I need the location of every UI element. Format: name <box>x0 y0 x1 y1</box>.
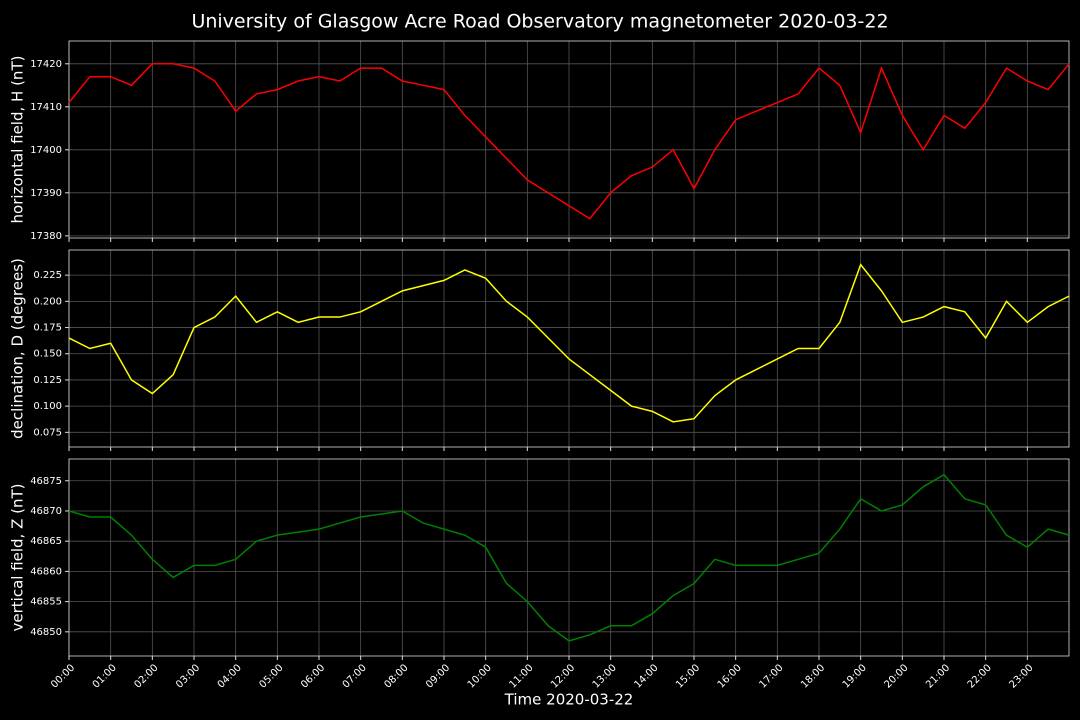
y-tick-label: 17420 <box>30 59 62 70</box>
y-tick-label: 0.225 <box>33 270 62 281</box>
x-tick-label: 06:00 <box>299 662 327 690</box>
x-tick-label: 16:00 <box>716 662 744 690</box>
x-tick-label: 00:00 <box>49 662 77 690</box>
x-tick-label: 17:00 <box>757 662 785 690</box>
plot-frame <box>68 40 1070 239</box>
x-tick-label: 18:00 <box>799 662 827 690</box>
x-tick-label: 07:00 <box>341 662 369 690</box>
x-tick-label: 22:00 <box>966 662 994 690</box>
figure-title: University of Glasgow Acre Road Observat… <box>191 11 888 33</box>
data-line <box>68 263 1070 423</box>
y-tick-label: 0.200 <box>33 296 62 307</box>
x-axis-label: Time 2020-03-22 <box>504 691 634 709</box>
x-tick-label: 10:00 <box>466 662 494 690</box>
x-tick-label: 08:00 <box>382 662 410 690</box>
y-tick-label: 17390 <box>30 188 62 199</box>
x-tick-label: 20:00 <box>882 662 910 690</box>
x-tick-label: 01:00 <box>91 662 119 690</box>
y-tick-label: 0.150 <box>33 349 62 360</box>
y-tick-label: 46875 <box>30 476 62 487</box>
data-line <box>68 473 1070 642</box>
x-tick-label: 03:00 <box>174 662 202 690</box>
x-tick-label: 13:00 <box>591 662 619 690</box>
y-tick-label: 46855 <box>30 597 62 608</box>
y-tick-label: 46850 <box>30 627 62 638</box>
y-tick-label: 46870 <box>30 506 62 517</box>
data-line <box>68 63 1070 220</box>
y-tick-label: 0.125 <box>33 375 62 386</box>
y-axis-label: declination, D (degrees) <box>9 258 27 439</box>
x-tick-label: 14:00 <box>632 662 660 690</box>
plot-frame <box>68 249 1070 448</box>
plot-frame <box>68 458 1070 657</box>
y-axis-label: horizontal field, H (nT) <box>9 56 27 224</box>
y-tick-label: 17400 <box>30 145 62 156</box>
x-tick-label: 12:00 <box>549 662 577 690</box>
x-tick-label: 04:00 <box>216 662 244 690</box>
x-tick-label: 15:00 <box>674 662 702 690</box>
x-tick-label: 11:00 <box>507 662 535 690</box>
x-tick-label: 02:00 <box>132 662 160 690</box>
x-tick-label: 23:00 <box>1007 662 1035 690</box>
x-tick-label: 21:00 <box>924 662 952 690</box>
y-tick-label: 17380 <box>30 231 62 242</box>
y-tick-label: 46865 <box>30 536 62 547</box>
x-tick-label: 09:00 <box>424 662 452 690</box>
y-tick-label: 0.175 <box>33 323 62 334</box>
y-tick-label: 46860 <box>30 566 62 577</box>
y-tick-label: 0.100 <box>33 401 62 412</box>
x-tick-label: 05:00 <box>257 662 285 690</box>
y-axis-label: vertical field, Z (nT) <box>9 483 27 631</box>
x-tick-label: 19:00 <box>841 662 869 690</box>
y-tick-label: 17410 <box>30 102 62 113</box>
y-tick-label: 0.075 <box>33 427 62 438</box>
